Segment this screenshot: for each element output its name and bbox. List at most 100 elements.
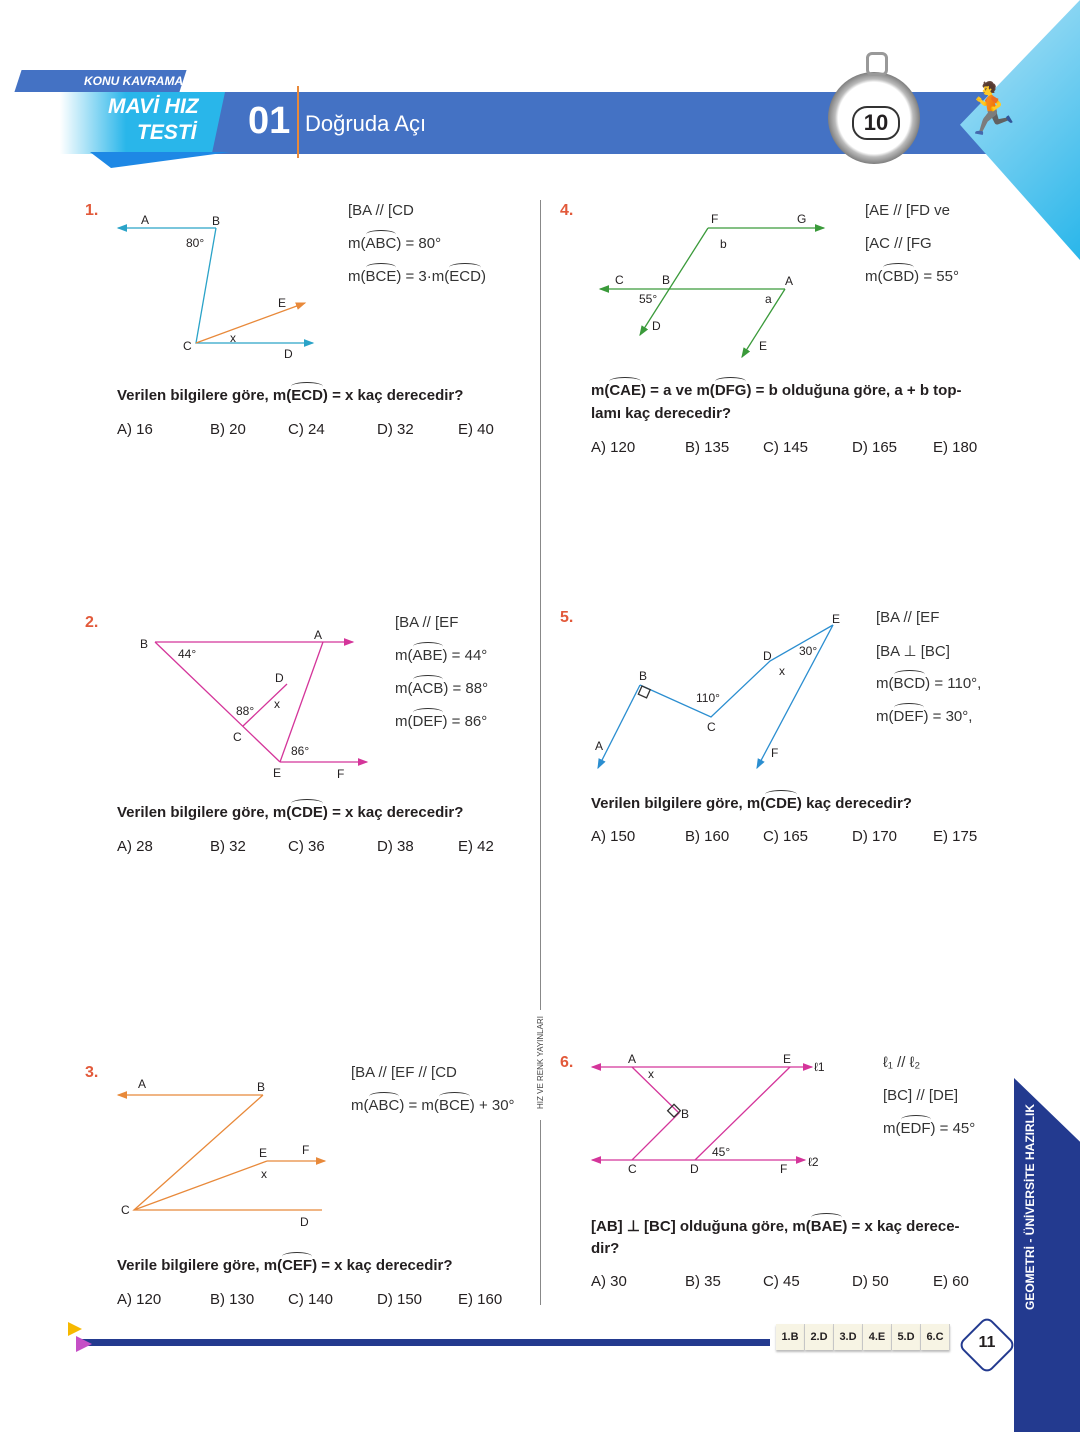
ray-ef <box>756 624 834 770</box>
point-label: E <box>832 612 840 626</box>
answer-option[interactable]: E) 160 <box>458 1291 503 1308</box>
answer-option[interactable]: D) 32 <box>377 421 414 438</box>
answer-option[interactable]: C) 36 <box>288 838 325 855</box>
point-label: E <box>273 766 281 780</box>
ray-ce <box>195 302 307 344</box>
series-label-2: TESTİ <box>137 121 197 144</box>
point-label: F <box>337 767 344 781</box>
path-bcde <box>639 624 834 718</box>
angle-label: 86° <box>291 744 309 758</box>
answer-option[interactable]: C) 140 <box>288 1291 334 1308</box>
answer-option[interactable]: D) 150 <box>377 1291 423 1308</box>
answer-option[interactable]: E) 175 <box>933 828 978 845</box>
answer-option[interactable]: A) 120 <box>117 1291 162 1308</box>
answer-option[interactable]: C) 45 <box>763 1273 800 1290</box>
ray-fd <box>639 227 709 337</box>
point-label: B <box>681 1107 689 1121</box>
question-number: 2. <box>85 614 99 631</box>
point-label: C <box>233 730 242 744</box>
text-part: m( <box>876 708 894 725</box>
given-condition: m(ABC) = 80° <box>348 230 442 252</box>
angle-notation: ABC <box>365 230 397 252</box>
answer-option[interactable]: B) 130 <box>210 1291 255 1308</box>
text-part: ) = b olduğuna göre, a + b top- <box>746 382 962 399</box>
point-label: D <box>300 1215 309 1229</box>
angle-notation: BCD <box>893 670 926 692</box>
segment-be <box>154 641 281 763</box>
answer-option[interactable]: E) 60 <box>933 1273 969 1290</box>
point-label: C <box>615 273 624 287</box>
test-title: Doğruda Açı <box>305 111 427 136</box>
text-part: ) = 80° <box>396 235 442 252</box>
labels-q4: F G b C B A 55° a D E <box>615 212 806 353</box>
text-part: m( <box>395 680 413 697</box>
angle-notation: CDE <box>291 799 323 821</box>
answer-option[interactable]: B) 160 <box>685 828 730 845</box>
angle-notation: DEF <box>412 708 443 730</box>
triangle-decor-icon <box>76 1336 92 1352</box>
answer-option[interactable]: E) 42 <box>458 838 494 855</box>
answer-option[interactable]: D) 165 <box>852 439 898 456</box>
angle-label: x <box>274 697 280 711</box>
point-label: F <box>771 746 778 760</box>
angle-notation: ABC <box>368 1092 400 1114</box>
angle-label: 45° <box>712 1145 730 1159</box>
answer-option[interactable]: C) 165 <box>763 828 809 845</box>
answer-option[interactable]: B) 35 <box>685 1273 721 1290</box>
answer-option[interactable]: D) 170 <box>852 828 898 845</box>
text-part: ) = x kaç derece- <box>842 1218 960 1235</box>
given-condition: ℓ₁ // ℓ₂ <box>883 1054 920 1071</box>
text-part: m( <box>351 1097 369 1114</box>
point-label: D <box>763 649 772 663</box>
text-part: ) = 88° <box>443 680 489 697</box>
labels-q1: A B 80° C x E D <box>141 213 293 361</box>
column-divider <box>540 200 541 1010</box>
angle-label: 88° <box>236 704 254 718</box>
path-bcd <box>132 1094 322 1211</box>
point-label: F <box>711 212 718 226</box>
answer-key-item: 3.D <box>834 1324 863 1350</box>
segment-ae <box>279 641 324 763</box>
angle-notation: BCE <box>438 1092 470 1114</box>
answer-option[interactable]: A) 16 <box>117 421 153 438</box>
text-part: [BA // [EF <box>395 614 459 631</box>
point-label: B <box>140 637 148 651</box>
segment-cd <box>242 683 288 727</box>
question-text: Verile bilgilere göre, m(CEF) = x kaç de… <box>117 1252 453 1274</box>
answer-option[interactable]: B) 32 <box>210 838 246 855</box>
point-label: G <box>797 212 806 226</box>
angle-label: 30° <box>799 644 817 658</box>
answer-option[interactable]: E) 40 <box>458 421 494 438</box>
answer-option[interactable]: A) 28 <box>117 838 153 855</box>
answer-option[interactable]: A) 120 <box>591 439 636 456</box>
answer-option[interactable]: B) 20 <box>210 421 246 438</box>
answer-option[interactable]: D) 50 <box>852 1273 889 1290</box>
answer-option[interactable]: A) 150 <box>591 828 636 845</box>
given-condition: [BC] // [DE] <box>883 1087 958 1104</box>
point-label: C <box>183 339 192 353</box>
question-number: 1. <box>85 202 99 219</box>
answer-option[interactable]: D) 38 <box>377 838 414 855</box>
given-condition: m(ACB) = 88° <box>395 675 489 697</box>
line-label: ℓ1 <box>814 1060 825 1074</box>
segment-de <box>694 1066 791 1161</box>
answer-option[interactable]: E) 180 <box>933 439 978 456</box>
text-part: ) = x kaç derecedir? <box>312 1257 453 1274</box>
stopwatch-crown-icon <box>866 52 888 76</box>
answer-option[interactable]: B) 135 <box>685 439 730 456</box>
answer-option[interactable]: C) 145 <box>763 439 809 456</box>
text-part: ) = m( <box>399 1097 439 1114</box>
answer-option[interactable]: A) 30 <box>591 1273 627 1290</box>
point-label: D <box>652 319 661 333</box>
angle-notation: DFG <box>714 377 747 399</box>
angle-label: a <box>765 292 772 306</box>
text-part: ℓ₁ // ℓ₂ <box>883 1054 921 1071</box>
path-abc <box>631 1066 680 1161</box>
answer-option[interactable]: C) 24 <box>288 421 325 438</box>
segment-bcd <box>195 227 312 344</box>
point-label: E <box>783 1052 791 1066</box>
answer-key-item: 4.E <box>863 1324 892 1350</box>
text-part: lamı kaç derecedir? <box>591 405 732 422</box>
